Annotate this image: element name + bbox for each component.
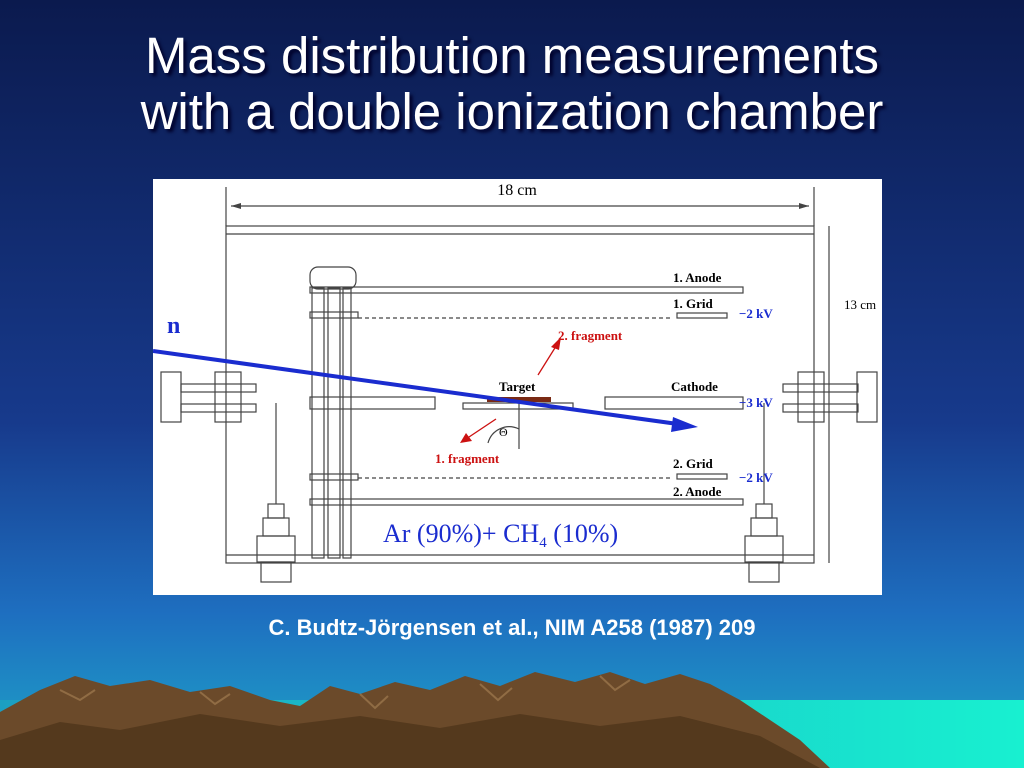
neutron-beam-arrowhead [671, 417, 698, 432]
grid-2 [676, 473, 728, 480]
anode-2 [309, 498, 744, 506]
cathode-voltage: −3 kV [739, 395, 773, 410]
ionization-chamber-diagram: 18 cm 13 cm n 1. Anode 1. Grid −2 kV 2. … [152, 179, 882, 595]
theta-label: Θ [499, 425, 508, 439]
fragment-1-label: 1. fragment [435, 451, 500, 466]
grid-1 [676, 312, 728, 319]
anode-1 [309, 286, 744, 294]
title-line-2: with a double ionization chamber [140, 83, 884, 140]
grid-1-voltage: −2 kV [739, 306, 773, 321]
grid-2-label: 2. Grid [673, 456, 713, 471]
figure-caption: C. Budtz-Jörgensen et al., NIM A258 (198… [268, 615, 756, 640]
neutron-label: n [167, 313, 180, 339]
chamber-outer-wall [225, 225, 815, 564]
slide-title: Mass distribution measurements with a do… [0, 28, 1024, 140]
anode-2-label: 2. Anode [673, 484, 722, 499]
width-label: 18 cm [497, 182, 537, 199]
fragment-1-track [465, 418, 497, 440]
grid-1-label: 1. Grid [673, 296, 713, 311]
fragment-2-label: 2. fragment [558, 328, 623, 343]
height-label: 13 cm [844, 297, 876, 312]
target-label: Target [499, 379, 536, 394]
grid-2-voltage: −2 kV [739, 470, 773, 485]
gas-mixture-label: Ar (90%)+ CH4 (10%) [383, 519, 618, 551]
title-line-1: Mass distribution measurements [144, 27, 880, 84]
cathode [604, 396, 744, 410]
cathode-label: Cathode [671, 379, 718, 394]
chamber-schematic: 18 cm 13 cm n 1. Anode 1. Grid −2 kV 2. … [152, 182, 878, 583]
anode-1-label: 1. Anode [673, 270, 722, 285]
top-cap [309, 266, 357, 290]
neutron-beam [152, 349, 686, 427]
target [487, 397, 551, 402]
